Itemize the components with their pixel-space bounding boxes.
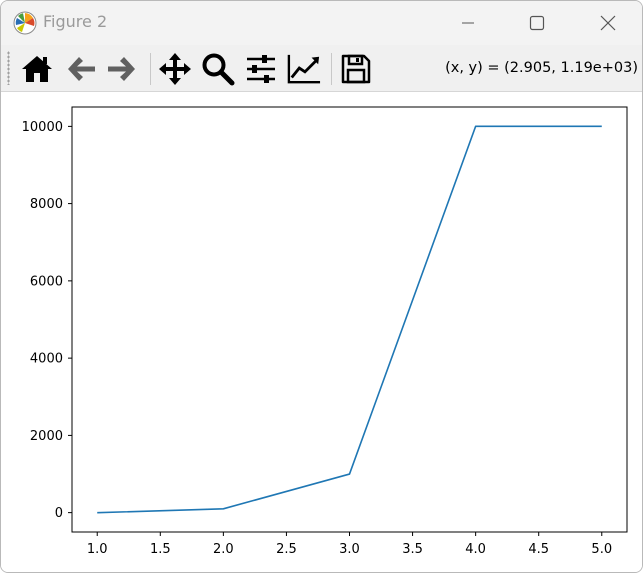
toolbar-grip[interactable] bbox=[7, 51, 10, 85]
configure-subplots-button[interactable] bbox=[244, 52, 278, 86]
pan-button[interactable] bbox=[158, 52, 192, 86]
x-tick-label: 4.0 bbox=[465, 542, 486, 557]
magnifier-icon bbox=[202, 53, 235, 86]
x-tick-label: 3.5 bbox=[402, 542, 423, 557]
back-button[interactable] bbox=[64, 52, 98, 86]
close-icon bbox=[600, 15, 616, 31]
title-bar[interactable]: Figure 2 bbox=[1, 1, 642, 45]
line-plot[interactable]: 1.0 1.5 2.0 2.5 3.0 3.5 4.0 4.5 5.0 0 2000 4000 600… bbox=[1, 92, 642, 572]
x-tick-label: 2.0 bbox=[213, 542, 234, 557]
y-tick-label: 4000 bbox=[30, 352, 63, 367]
save-button[interactable] bbox=[339, 52, 373, 86]
maximize-icon bbox=[529, 15, 545, 31]
edit-axis-button[interactable] bbox=[287, 52, 321, 86]
series-line bbox=[97, 125, 602, 514]
x-tick-label: 1.0 bbox=[87, 542, 108, 557]
x-axis: 1.0 1.5 2.0 2.5 3.0 3.5 4.0 4.5 5.0 bbox=[87, 532, 612, 557]
home-icon bbox=[22, 56, 52, 82]
figure-canvas[interactable]: 1.0 1.5 2.0 2.5 3.0 3.5 4.0 4.5 5.0 0 2000 4000 600… bbox=[1, 92, 642, 572]
y-tick-label: 8000 bbox=[30, 197, 63, 212]
floppy-disk-icon bbox=[341, 54, 371, 84]
navigation-toolbar: (x, y) = (2.905, 1.19e+03) bbox=[1, 45, 642, 92]
window-title: Figure 2 bbox=[43, 12, 108, 31]
y-tick-label: 10000 bbox=[22, 120, 63, 135]
toolbar-separator bbox=[150, 53, 151, 85]
x-tick-label: 4.5 bbox=[528, 542, 549, 557]
minimize-icon bbox=[462, 22, 474, 24]
x-tick-label: 2.5 bbox=[276, 542, 297, 557]
x-tick-label: 5.0 bbox=[591, 542, 612, 557]
x-tick-label: 1.5 bbox=[150, 542, 171, 557]
y-tick-label: 0 bbox=[55, 506, 63, 521]
x-tick-label: 3.0 bbox=[339, 542, 360, 557]
maximize-button[interactable] bbox=[514, 1, 560, 45]
arrow-right-icon bbox=[108, 57, 135, 81]
close-button[interactable] bbox=[585, 1, 631, 45]
arrow-left-icon bbox=[68, 57, 95, 81]
forward-button[interactable] bbox=[105, 52, 139, 86]
move-arrows-icon bbox=[159, 53, 191, 85]
y-tick-label: 2000 bbox=[30, 429, 63, 444]
sliders-icon bbox=[247, 55, 275, 83]
zoom-button[interactable] bbox=[201, 52, 235, 86]
line-chart-icon bbox=[287, 54, 321, 84]
matplotlib-logo-icon bbox=[13, 11, 37, 35]
axes-frame bbox=[71, 106, 628, 533]
minimize-button[interactable] bbox=[445, 1, 491, 45]
y-tick-label: 6000 bbox=[30, 274, 63, 289]
cursor-coordinates: (x, y) = (2.905, 1.19e+03) bbox=[445, 60, 638, 76]
home-button[interactable] bbox=[20, 52, 54, 86]
y-axis: 0 2000 4000 6000 8000 10000 bbox=[22, 120, 72, 521]
toolbar-separator bbox=[331, 53, 332, 85]
